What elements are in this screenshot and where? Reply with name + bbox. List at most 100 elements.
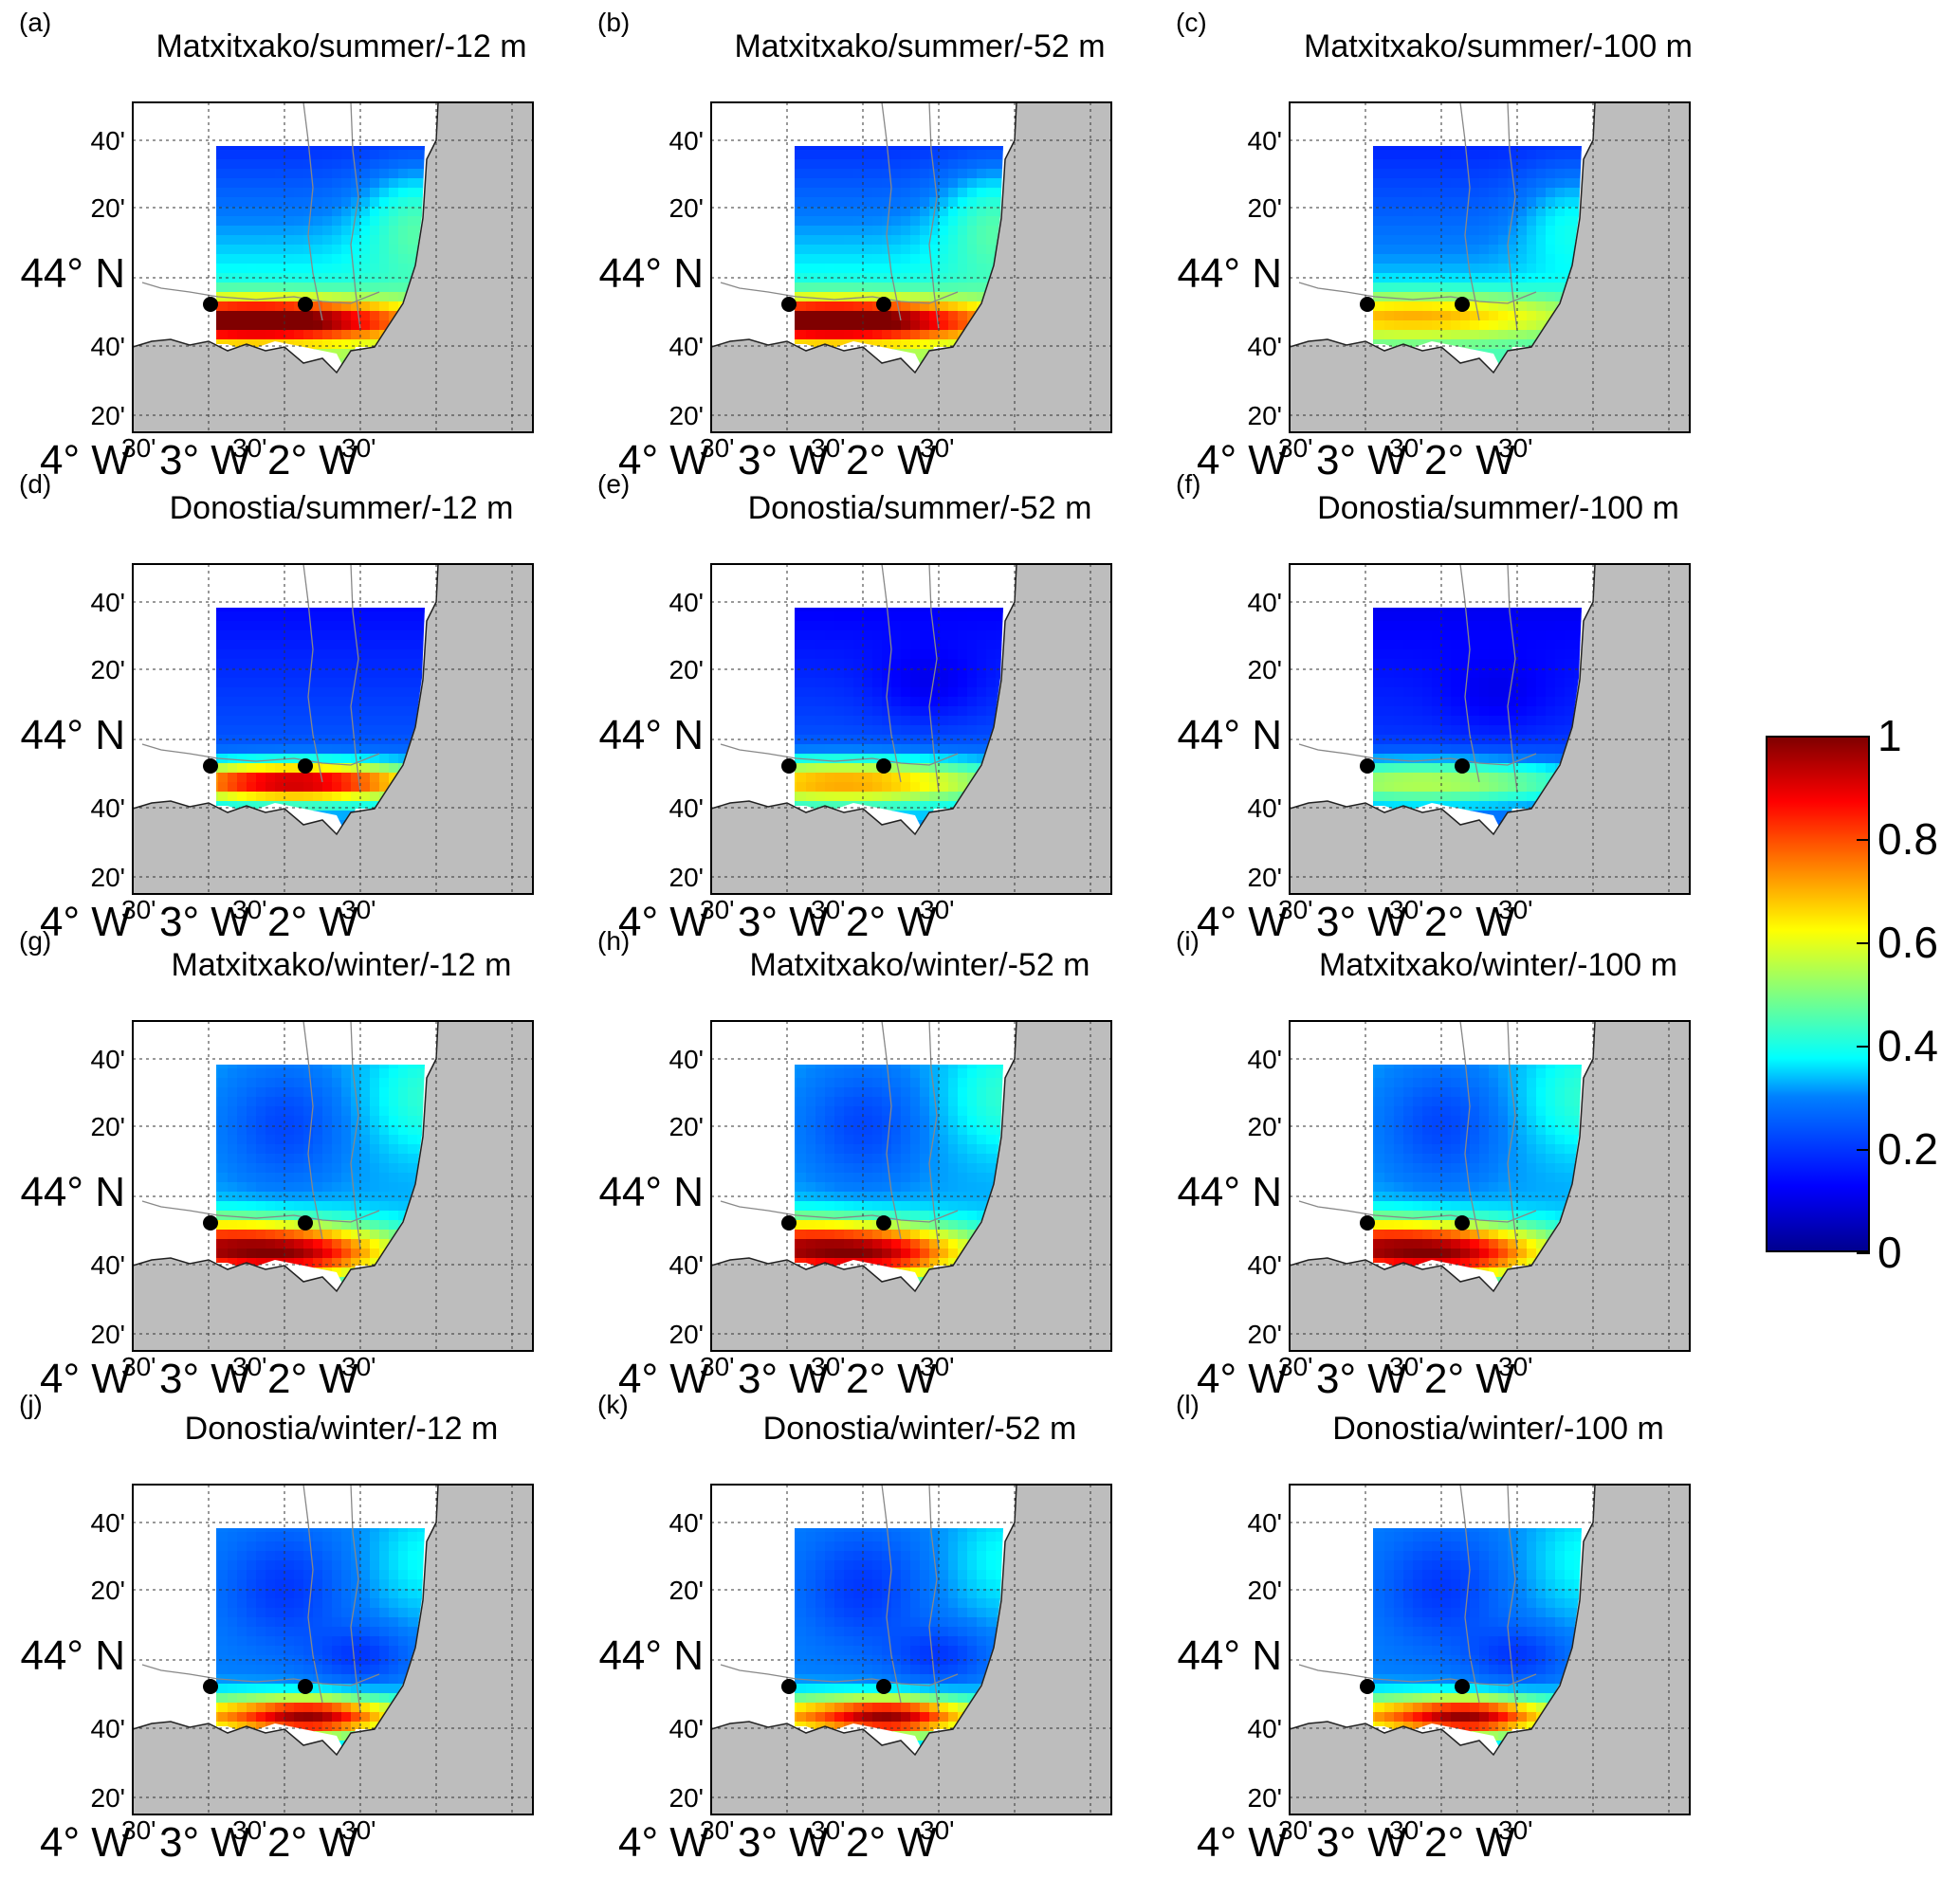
grid-lines: [710, 1021, 1111, 1351]
lat-tick-label: 40': [1248, 793, 1283, 823]
map-plot: 40'20'44° N40'20'4° W30' 3° W30' 2° W30': [1177, 563, 1691, 945]
lon-tick-label: 30': [232, 1352, 267, 1381]
map-panel: (h) Matxitxako/winter/-52 m 40' 20' 44° N 40'…: [597, 926, 1204, 1402]
panel-letter: (j): [19, 1390, 43, 1419]
lon-tick-label: 30': [341, 1815, 376, 1845]
lat-tick-label: 44° N: [598, 250, 704, 297]
map-plot: 40'20'44° N40'20'4° W30' 3° W30' 2° W30': [20, 101, 534, 483]
isobath-line: [881, 1020, 902, 1240]
station-marker: [203, 1215, 218, 1231]
colorbar-tickmark: [1857, 942, 1870, 944]
station-marker: [1360, 1679, 1375, 1694]
lat-tick-label: 40': [669, 1508, 705, 1538]
lon-tick-label: 30': [700, 1815, 735, 1845]
lat-tick-label: 20': [669, 401, 705, 430]
lon-tick-label: 3° W: [159, 1819, 250, 1866]
lon-tick-label: 2° W: [1424, 1356, 1515, 1402]
lon-tick-label: 30': [920, 895, 955, 924]
lon-tick-label: 3° W: [159, 437, 250, 483]
station-marker: [781, 1215, 797, 1231]
map-plot: 40'20'44° N40'20'4° W30' 3° W30' 2° W30': [598, 1020, 1112, 1402]
lon-tick-label: 30': [811, 895, 846, 924]
panel-title: Matxitxako/winter/-100 m: [1319, 947, 1677, 983]
isobath-line: [928, 563, 940, 793]
isobath-line: [881, 1484, 902, 1704]
isobath-line: [1459, 1020, 1480, 1240]
isobath-line: [720, 1200, 959, 1223]
lon-tick-label: 30': [811, 1352, 846, 1381]
lat-tick-label: 20': [91, 1576, 126, 1605]
isobath-line: [881, 563, 902, 783]
lon-tick-label: 30': [811, 433, 846, 463]
map-panel: (a) Matxitxako/summer/-12 m 40' 20' 44° N 40'…: [19, 8, 626, 483]
lat-tick-label: 44° N: [598, 1632, 704, 1679]
isobath-line: [1507, 563, 1518, 793]
lon-tick-label: 30': [341, 433, 376, 463]
station-marker: [1360, 297, 1375, 312]
lon-tick-label: 4° W: [618, 1356, 709, 1402]
lon-tick-label: 3° W: [1316, 1356, 1407, 1402]
isobath-line: [1459, 1484, 1480, 1704]
station-marker: [1455, 758, 1470, 774]
lat-tick-label: 20': [91, 193, 126, 223]
lon-tick-label: 2° W: [267, 437, 358, 483]
isobath-line: [720, 1664, 959, 1687]
lat-tick-label: 40': [1248, 1045, 1283, 1074]
lat-tick-label: 44° N: [1177, 1169, 1282, 1215]
panel-title: Matxitxako/summer/-52 m: [734, 28, 1106, 64]
lat-tick-label: 44° N: [20, 250, 125, 297]
isobath-line: [1459, 563, 1480, 783]
lat-tick-label: 44° N: [20, 1169, 125, 1215]
lat-tick-label: 20': [1248, 1576, 1283, 1605]
colorbar-tick-label: 0.8: [1878, 814, 1938, 864]
station-marker: [1455, 1679, 1470, 1694]
lat-tick-label: 20': [91, 863, 126, 892]
isobath-line: [141, 282, 380, 304]
panel-title: Donostia/winter/-12 m: [184, 1411, 499, 1447]
lon-tick-label: 30': [1389, 1815, 1424, 1845]
station-marker: [781, 297, 797, 312]
lon-tick-label: 30': [1498, 1352, 1533, 1381]
panel-letter: (k): [597, 1390, 629, 1419]
colorbar-tick-label: 0.6: [1878, 918, 1938, 967]
map-panel: (g) Matxitxako/winter/-12 m 40' 20' 44° N 40'…: [19, 926, 626, 1402]
isobath-line: [720, 282, 959, 304]
lon-tick-label: 30': [1389, 895, 1424, 924]
lon-tick-label: 2° W: [846, 1356, 937, 1402]
panel-letter: (d): [19, 469, 52, 499]
lon-tick-label: 3° W: [738, 1356, 829, 1402]
lat-tick-label: 40': [91, 1250, 126, 1280]
lon-tick-label: 30': [121, 433, 156, 463]
map-panel: (d) Donostia/summer/-12 m 40' 20' 44° N 40' 20…: [19, 469, 626, 945]
isobath-line: [302, 563, 323, 783]
isobath-line: [928, 101, 940, 331]
grid-lines: [1289, 1485, 1690, 1814]
isobath-line: [1298, 1664, 1537, 1687]
map-panel: (b) Matxitxako/summer/-52 m 40' 20' 44° N 40'…: [597, 8, 1204, 483]
lat-tick-label: 40': [1248, 1250, 1283, 1280]
lat-tick-label: 44° N: [20, 712, 125, 758]
station-marker: [298, 297, 313, 312]
station-marker: [1455, 1215, 1470, 1231]
lon-tick-label: 30': [700, 1352, 735, 1381]
panel-letter: (g): [19, 926, 52, 956]
lat-tick-label: 20': [1248, 193, 1283, 223]
panel-letter: (h): [597, 926, 631, 956]
lat-tick-label: 44° N: [598, 1169, 704, 1215]
station-marker: [876, 1215, 891, 1231]
isobath-line: [350, 1484, 361, 1713]
isobath-line: [141, 743, 380, 766]
lon-tick-label: 30': [341, 895, 376, 924]
panel-letter: (l): [1176, 1390, 1200, 1419]
lat-tick-label: 44° N: [598, 712, 704, 758]
isobath-line: [302, 1020, 323, 1240]
lat-tick-label: 20': [1248, 1112, 1283, 1141]
isobath-line: [350, 1020, 361, 1249]
isobath-line: [928, 1020, 940, 1249]
lon-tick-label: 30': [121, 895, 156, 924]
colorbar-tickmark: [1857, 1149, 1870, 1151]
lat-tick-label: 40': [669, 332, 705, 361]
isobath-line: [1507, 1484, 1518, 1713]
map-panel: (f) Donostia/summer/-100 m 40' 20' 44° N 40' 2…: [1176, 469, 1783, 945]
lat-tick-label: 20': [669, 655, 705, 684]
